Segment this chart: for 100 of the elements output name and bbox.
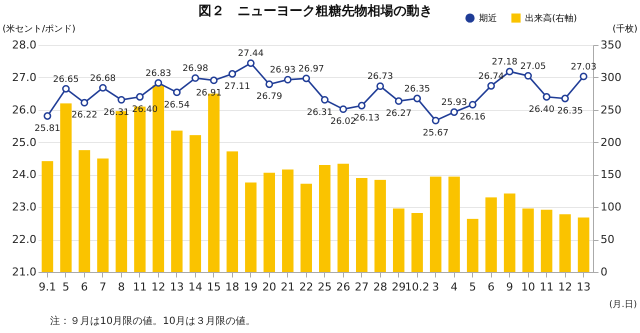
data-label: 26.79 [256,92,282,102]
x-tick-label: 10 [521,280,536,294]
point [450,108,458,116]
chart-title: 図２ ニューヨーク粗糖先物相場の動き [198,3,432,19]
x-tick-label: 27 [354,280,369,294]
x-tick-label: 5 [469,280,476,294]
y-axis-title: (米セント/ポンド) [2,24,76,34]
y-tick-label: 28.0 [12,38,36,52]
x-tick-label: 6 [80,280,88,294]
point [580,72,588,80]
x-tick-label: 21 [280,280,295,294]
legend-label: 期近 [479,13,497,24]
point [413,94,422,102]
bar [319,164,330,272]
bar [540,210,552,272]
y-tick-label: 21.0 [12,266,36,278]
data-label: 26.16 [460,112,486,123]
point [358,102,366,110]
bar [522,208,534,272]
bar [78,150,90,272]
y2-tick-label: 300 [600,70,622,84]
data-label: 26.91 [196,88,222,98]
x-tick-label: 5 [62,280,70,294]
x-tick-label: 6 [488,280,495,294]
y-tick-label: 22.0 [12,233,36,246]
bar [338,164,349,272]
bar [448,176,460,272]
point [80,98,88,107]
x-tick-label: 22 [299,280,314,294]
y2-tick-label: 350 [600,38,622,52]
point [302,74,310,82]
point [394,97,403,105]
point [118,96,126,104]
x-tick-label: 13 [170,280,184,294]
x-tick-label: 12 [558,280,572,294]
data-label: 26.98 [182,64,208,74]
data-label: 26.27 [386,109,412,120]
y-tick-label: 26.0 [12,103,36,116]
data-label: 26.73 [367,72,394,82]
bar [264,172,276,272]
bar [504,194,516,272]
bar [42,161,54,272]
data-label: 26.40 [528,104,555,115]
bar [485,197,497,272]
text: 注：９月は10月限の値。10月は３月限の値。 [50,315,256,327]
data-label: 25.93 [441,98,468,108]
legend-label: 出来高(右軸) [525,13,578,24]
bar [282,170,294,272]
point [173,88,181,96]
bar [226,151,238,272]
point [468,100,476,108]
point [210,76,218,84]
bar [578,218,590,272]
point [192,74,200,82]
data-label: 26.22 [72,110,98,121]
data-label: 27.11 [224,82,250,92]
point [320,96,329,104]
bar [392,208,404,272]
point [561,94,569,102]
bar [97,158,109,272]
data-label: 26.54 [164,100,190,110]
point [487,82,495,90]
y-tick-label: 25.0 [12,136,36,149]
y2-tick-label: 0 [600,266,608,278]
bar [356,178,368,272]
point [376,82,384,90]
x-tick-label: 14 [188,280,202,294]
x-tick-label: 11 [540,280,554,294]
point [284,76,292,84]
x-tick-label: 19 [244,280,258,294]
point [339,105,348,114]
bar [171,130,183,272]
x-tick-label: 12 [151,280,166,294]
point [154,79,162,87]
data-label: 26.65 [53,74,79,85]
point [265,80,274,88]
bar [430,176,442,272]
x-tick-label: 7 [99,280,106,294]
point [432,116,440,124]
data-label: 27.44 [238,49,264,60]
point [44,112,52,120]
y2-axis-title: (千枚) [612,24,638,34]
y2-tick-label: 150 [600,168,622,182]
x-tick-label: 4 [450,280,458,294]
point [136,93,144,101]
data-label: 27.03 [570,62,596,72]
point [62,84,70,93]
point [506,68,514,76]
x-axis-title: (月.日) [609,300,637,310]
bar [559,214,571,272]
x-tick-label: 18 [225,280,240,294]
data-label: 27.18 [492,58,518,68]
point [246,59,255,67]
data-label: 26.74 [478,72,504,82]
y2-tick-label: 100 [600,200,622,214]
point [524,72,532,80]
x-tick-label: 11 [132,280,147,294]
y-tick-label: 27.0 [12,70,36,84]
y-tick-label: 24.0 [12,168,36,182]
data-label: 26.02 [330,117,356,128]
